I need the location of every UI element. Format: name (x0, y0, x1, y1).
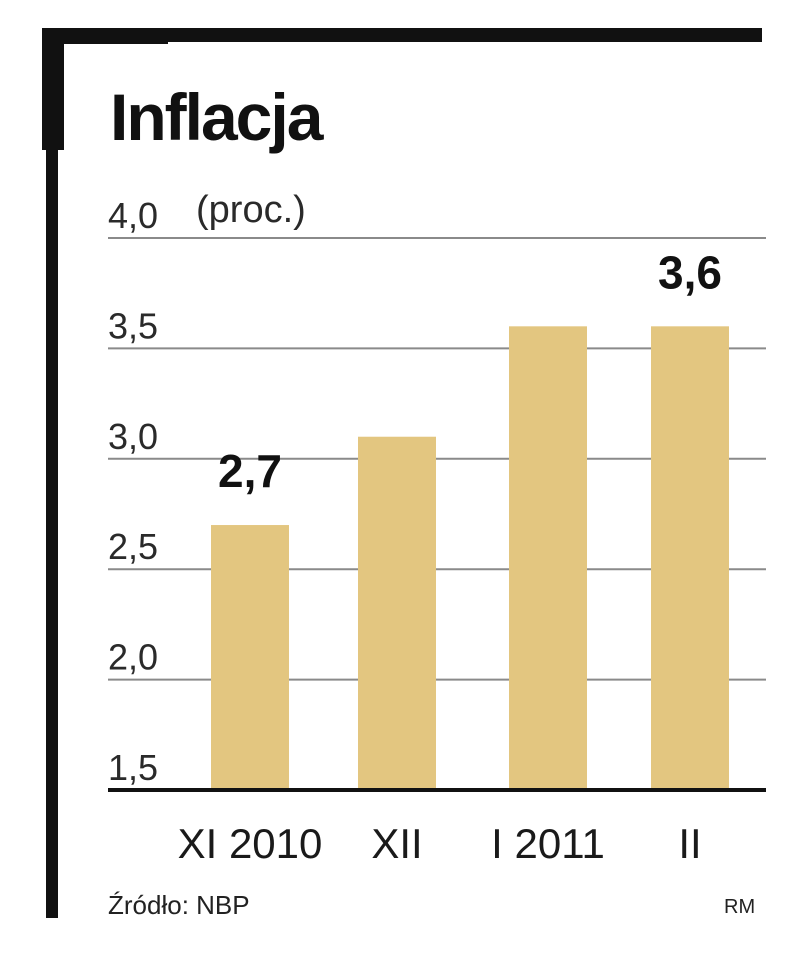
frame-left-line (46, 28, 58, 918)
bar (211, 525, 289, 790)
data-label: 2,7 (218, 445, 282, 497)
source-note: Źródło: NBP (108, 890, 250, 920)
category-label: XII (371, 820, 422, 867)
y-tick-label: 3,5 (108, 305, 158, 346)
author-credit: RM (724, 896, 756, 918)
chart-title: Inflacja (110, 80, 323, 154)
category-label: I 2011 (491, 820, 605, 867)
y-tick-label: 1,5 (108, 747, 158, 788)
data-label: 3,6 (658, 246, 722, 298)
y-tick-labels: 1,5 2,0 2,5 3,0 3,5 4,0 (108, 195, 158, 788)
bar (509, 326, 587, 790)
bar (358, 436, 436, 790)
data-labels: 2,7 3,6 (218, 246, 722, 497)
category-label: XI 2010 (178, 820, 323, 867)
frame-top-bar (42, 28, 762, 42)
y-tick-label: 2,0 (108, 637, 158, 678)
category-label: II (678, 820, 701, 867)
category-labels: XI 2010 XII I 2011 II (178, 820, 702, 867)
y-tick-label: 4,0 (108, 195, 158, 236)
y-tick-label: 2,5 (108, 526, 158, 567)
bars (211, 326, 729, 790)
y-axis-unit: (proc.) (196, 189, 306, 231)
y-tick-label: 3,0 (108, 416, 158, 457)
frame-corner-block (42, 28, 168, 44)
bar (651, 326, 729, 790)
